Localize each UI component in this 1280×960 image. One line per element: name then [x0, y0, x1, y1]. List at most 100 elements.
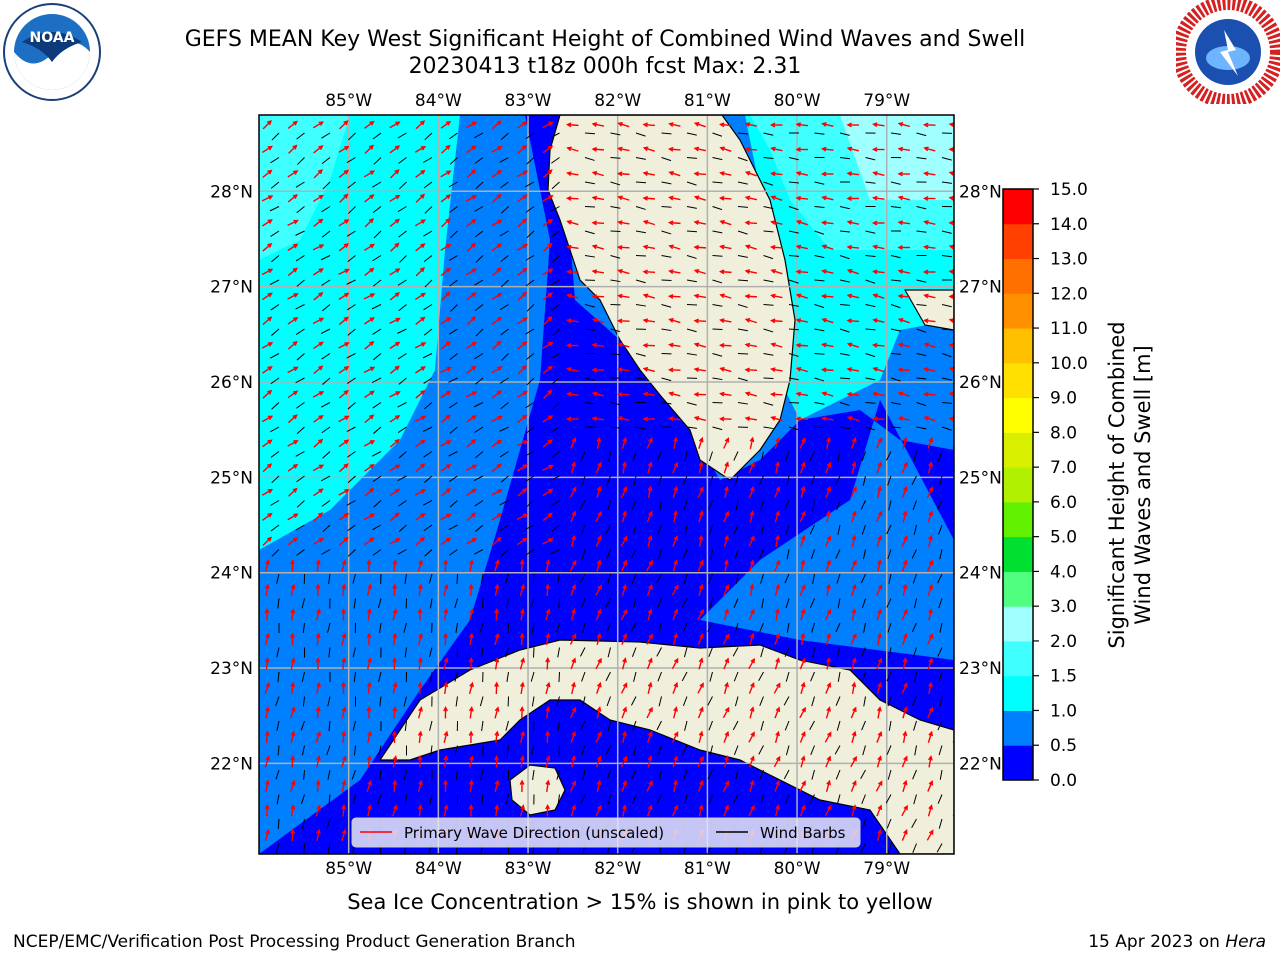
wave-direction-arrowhead: [292, 487, 298, 493]
wave-direction-arrowhead: [368, 144, 375, 150]
wave-direction-arrow: [495, 805, 498, 817]
wind-barb: [524, 524, 535, 530]
wind-barb: [423, 451, 433, 458]
wind-barb: [890, 328, 901, 332]
wind-barb: [861, 720, 866, 731]
wind-barb: [320, 402, 331, 408]
wave-direction-arrowhead: [902, 583, 908, 590]
wave-direction-arrowhead: [468, 730, 474, 736]
wave-direction-arrowhead: [419, 193, 426, 199]
wave-direction-arrow: [392, 560, 397, 572]
wave-direction-arrow: [519, 585, 525, 596]
wave-direction-arrow: [902, 731, 907, 744]
wind-barb: [710, 549, 713, 560]
wind-barb: [530, 671, 535, 682]
wave-direction-arrowhead: [872, 318, 878, 323]
wind-barb: [550, 353, 560, 360]
wave-direction-arrow: [643, 172, 656, 176]
wind-barb: [709, 598, 713, 609]
wind-barb: [839, 255, 850, 260]
colorbar-title-line2: Wind Waves and Swell [m]: [1131, 345, 1155, 625]
wind-barb: [661, 255, 672, 258]
wind-barb: [937, 573, 943, 584]
wind-barb: [763, 279, 774, 283]
wave-direction-arrowhead: [443, 755, 449, 761]
wave-direction-arrowhead: [667, 367, 674, 373]
wave-direction-arrow: [418, 780, 422, 793]
wind-barb: [422, 426, 433, 432]
wave-direction-arrowhead: [770, 195, 776, 201]
wind-barb: [708, 720, 713, 731]
wave-direction-arrow: [366, 781, 372, 792]
wind-barb: [939, 549, 943, 560]
wind-barb: [937, 451, 943, 462]
wave-direction-arrow: [898, 148, 911, 151]
wave-direction-arrowhead: [341, 657, 347, 663]
wind-barb: [326, 818, 331, 829]
wave-direction-arrowhead: [417, 730, 423, 737]
wave-direction-arrow: [647, 805, 652, 817]
wave-direction-arrow: [749, 584, 754, 597]
wind-barb: [455, 696, 458, 707]
wave-direction-arrow: [341, 830, 346, 841]
wind-barb: [631, 769, 637, 780]
colorbar-tick-label: 2.0: [1050, 632, 1077, 652]
wind-barb: [500, 132, 509, 141]
wave-direction-arrow: [748, 683, 755, 694]
wave-direction-arrowhead: [667, 220, 674, 226]
wave-direction-arrowhead: [821, 317, 827, 323]
wave-direction-arrow: [902, 511, 907, 523]
wave-direction-arrow: [595, 683, 602, 694]
wave-direction-arrow: [799, 585, 806, 596]
wave-direction-arrow: [643, 245, 656, 250]
wave-direction-arrow: [287, 414, 298, 424]
wave-direction-arrowhead: [318, 414, 324, 420]
wind-barb: [837, 671, 841, 682]
wave-direction-arrowhead: [871, 147, 878, 152]
wind-barb: [786, 622, 790, 633]
wind-barb: [885, 794, 892, 804]
wind-barb: [321, 500, 331, 507]
wave-direction-arrow: [850, 438, 857, 449]
wind-barb: [580, 598, 586, 609]
wind-barb: [526, 304, 535, 312]
wave-direction-arrowhead: [418, 559, 423, 565]
wave-direction-arrow: [901, 756, 908, 768]
wind-barb: [635, 206, 646, 210]
wind-barb: [607, 794, 611, 805]
wave-direction-arrowhead: [877, 828, 882, 835]
wind-barb: [966, 795, 968, 805]
wind-barb: [531, 696, 535, 707]
wave-direction-arrow: [850, 707, 857, 719]
colorbar-segment: [1003, 571, 1033, 607]
wind-barb: [398, 230, 407, 238]
wave-direction-arrowhead: [846, 244, 853, 250]
wave-direction-arrowhead: [315, 779, 321, 785]
wave-direction-arrow: [596, 633, 601, 646]
wind-barb: [865, 328, 876, 331]
wind-barb: [581, 745, 586, 756]
wind-barb: [530, 745, 535, 756]
colorbar-frame: [1002, 188, 1034, 781]
wave-direction-arrow: [338, 489, 349, 496]
wave-direction-arrowhead: [394, 145, 401, 151]
wind-barb: [635, 279, 646, 284]
wind-barb: [404, 794, 407, 805]
wind-barb: [763, 157, 774, 160]
wind-barb: [397, 132, 407, 139]
lon-labels-bottom: 85°W 84°W 83°W 82°W 81°W 80°W 79°W: [325, 859, 910, 879]
wave-direction-arrowhead: [494, 632, 500, 639]
wave-direction-arrowhead: [648, 780, 653, 786]
lat-label-right: 26°N: [959, 373, 1002, 393]
wind-barb: [968, 207, 978, 208]
wave-direction-arrowhead: [547, 292, 554, 298]
wave-direction-arrowhead: [801, 706, 806, 713]
wave-direction-arrow: [671, 585, 679, 596]
wind-barb: [758, 745, 764, 755]
wave-direction-arrowhead: [591, 146, 597, 152]
wind-barb: [758, 671, 764, 681]
wave-direction-arrowhead: [566, 220, 572, 225]
wave-direction-arrowhead: [673, 779, 678, 786]
wave-direction-arrowhead: [343, 193, 349, 199]
wave-direction-arrowhead: [622, 755, 628, 762]
